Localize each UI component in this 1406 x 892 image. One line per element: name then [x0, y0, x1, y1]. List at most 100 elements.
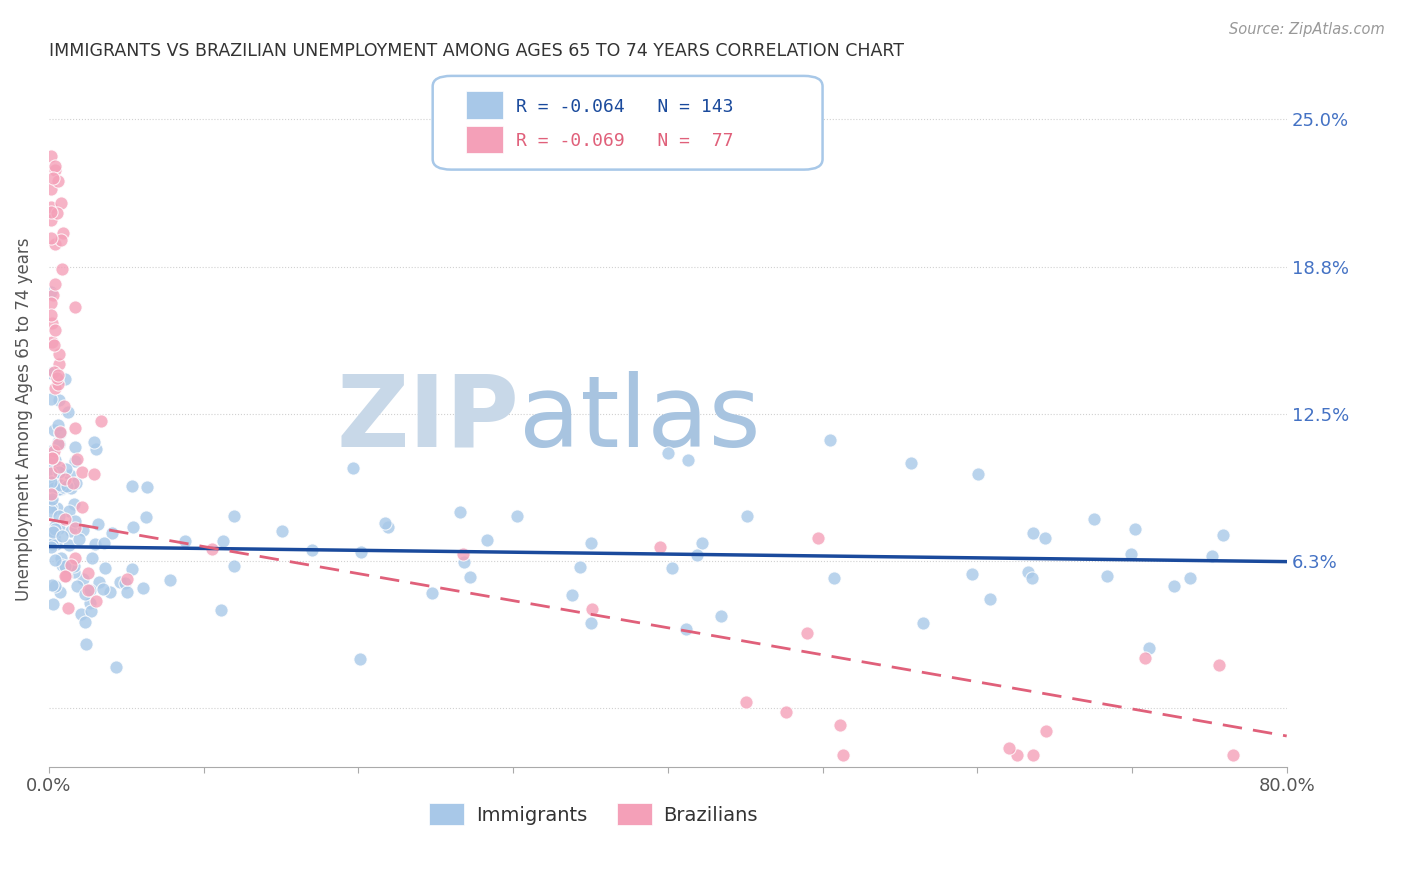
Point: [46, 501, 69, 516]
Point: [39, 475, 62, 490]
Point: [39, 285, 62, 299]
Point: [39, 463, 62, 477]
Point: [460, 569, 482, 583]
Point: [48, 466, 70, 480]
Point: [451, 547, 474, 561]
Point: [63, 497, 86, 511]
Point: [1083, 512, 1105, 526]
Point: [420, 586, 443, 600]
Point: [115, 584, 138, 599]
Point: [1222, 747, 1244, 762]
Point: [661, 560, 683, 574]
Point: [121, 479, 143, 493]
Point: [44, 162, 66, 177]
Point: [80, 551, 103, 566]
Point: [686, 548, 709, 562]
Point: [59, 524, 82, 538]
Point: [1033, 532, 1056, 546]
Point: [1201, 549, 1223, 563]
Point: [900, 457, 922, 471]
Point: [39, 231, 62, 245]
Point: [46, 174, 69, 188]
Point: [581, 615, 603, 630]
Text: atlas: atlas: [519, 371, 761, 468]
Point: [51, 482, 73, 496]
Point: [1035, 724, 1057, 739]
Point: [59, 558, 82, 573]
Point: [39, 366, 62, 380]
Point: [42, 525, 65, 540]
Point: [46, 377, 69, 392]
Point: [39, 182, 62, 196]
Point: [650, 541, 672, 555]
Point: [44, 553, 66, 567]
Point: [63, 514, 86, 528]
Point: [46, 434, 69, 449]
Point: [55, 569, 77, 583]
Point: [1178, 571, 1201, 585]
Point: [100, 526, 122, 541]
Point: [79, 596, 101, 610]
Point: [39, 540, 62, 554]
Point: [65, 454, 87, 468]
Point: [39, 296, 62, 310]
Point: [52, 227, 75, 241]
Point: [72, 523, 94, 537]
Point: [132, 582, 155, 596]
Point: [820, 433, 842, 447]
Point: [63, 565, 86, 579]
Point: [44, 579, 66, 593]
Point: [49, 234, 72, 248]
Point: [76, 583, 98, 598]
Point: [676, 453, 699, 467]
Point: [104, 660, 127, 674]
Point: [823, 571, 845, 585]
Point: [967, 467, 990, 482]
Point: [41, 537, 63, 551]
Point: [45, 537, 67, 551]
Point: [53, 372, 76, 386]
Point: [46, 417, 69, 432]
Point: [52, 480, 75, 494]
Point: [60, 481, 83, 495]
Point: [44, 159, 66, 173]
Point: [173, 534, 195, 549]
Point: [114, 576, 136, 591]
Point: [796, 626, 818, 640]
Point: [1095, 569, 1118, 583]
Point: [39, 494, 62, 508]
Point: [72, 572, 94, 586]
Point: [45, 370, 67, 384]
Point: [735, 509, 758, 524]
Point: [41, 491, 63, 506]
Point: [735, 695, 758, 709]
Point: [79, 582, 101, 597]
Point: [1022, 525, 1045, 540]
Point: [1208, 658, 1230, 673]
Point: [51, 558, 73, 572]
Point: [42, 423, 65, 437]
Point: [453, 555, 475, 569]
Point: [44, 444, 66, 458]
Point: [42, 530, 65, 544]
Point: [84, 594, 107, 608]
Point: [475, 533, 498, 547]
Point: [561, 588, 583, 602]
Point: [70, 607, 93, 621]
Point: [201, 541, 224, 556]
Point: [53, 472, 76, 486]
Point: [39, 213, 62, 227]
Point: [46, 368, 69, 382]
Point: [806, 531, 828, 545]
Point: [42, 338, 65, 352]
Point: [48, 347, 70, 361]
Point: [77, 566, 100, 581]
Point: [224, 508, 246, 523]
Text: R = -0.069   N =  77: R = -0.069 N = 77: [516, 132, 733, 150]
Point: [65, 551, 87, 566]
Point: [49, 195, 72, 210]
Point: [911, 615, 934, 630]
Point: [39, 466, 62, 480]
Point: [1021, 570, 1043, 584]
Point: [75, 637, 97, 651]
